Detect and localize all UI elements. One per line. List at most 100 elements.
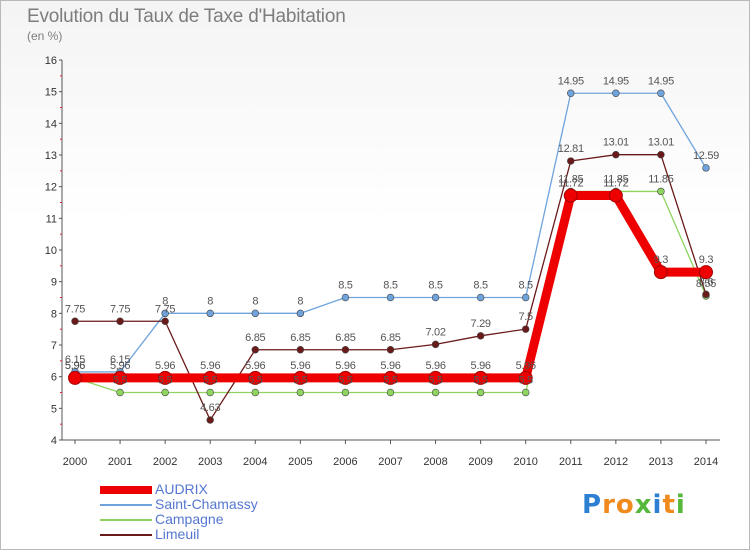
- data-point: [473, 370, 488, 385]
- data-label: 14.95: [558, 75, 584, 87]
- data-label: 5.96: [290, 360, 310, 372]
- data-point: [251, 388, 259, 397]
- data-label: 7.75: [155, 303, 175, 315]
- data-label: 5.5: [383, 375, 398, 387]
- data-label: 14.95: [603, 75, 629, 87]
- data-label: 4.63: [200, 402, 220, 414]
- data-point: [68, 370, 82, 385]
- data-point: [476, 388, 485, 397]
- legend-label: Saint-Chamassy: [155, 496, 258, 512]
- data-point: [386, 346, 395, 354]
- y-tick-label: 15: [45, 87, 57, 99]
- data-label: 8: [162, 295, 168, 307]
- legend-swatch: [100, 519, 152, 521]
- data-label: 6.85: [290, 332, 310, 344]
- data-point: [476, 332, 485, 340]
- y-tick-label: 16: [45, 55, 57, 67]
- data-point: [338, 370, 353, 385]
- data-point: [612, 89, 620, 97]
- data-point: [476, 293, 485, 302]
- data-point: [567, 157, 575, 165]
- x-tick-label: 2005: [288, 456, 312, 468]
- data-label: 5.96: [245, 360, 265, 372]
- data-label: 7.29: [471, 318, 491, 330]
- data-point: [161, 309, 169, 318]
- data-label: 5.96: [516, 360, 536, 372]
- data-label: 6.85: [245, 332, 265, 344]
- x-tick-label: 2008: [423, 456, 447, 468]
- y-tick-label: 7: [51, 340, 57, 352]
- data-point: [341, 346, 350, 354]
- data-label: 5.96: [471, 360, 491, 372]
- data-label: 8.5: [338, 280, 353, 292]
- data-point: [161, 317, 169, 325]
- data-label: 6.85: [335, 332, 355, 344]
- x-tick-label: 2012: [604, 456, 628, 468]
- data-label: 5.5: [203, 375, 218, 387]
- data-label: 5.96: [380, 360, 400, 372]
- data-label: 8: [297, 295, 303, 307]
- x-tick-label: 2006: [333, 456, 357, 468]
- data-label: 13.01: [648, 137, 674, 149]
- data-label: 5.96: [65, 360, 85, 372]
- data-point: [386, 293, 395, 302]
- x-tick-label: 2001: [108, 456, 132, 468]
- data-point: [341, 293, 350, 302]
- x-tick-label: 2009: [468, 456, 492, 468]
- data-point: [71, 317, 79, 325]
- data-point: [521, 293, 530, 302]
- data-point: [296, 309, 305, 318]
- data-label: 5.5: [473, 375, 488, 387]
- data-label: 14.95: [648, 75, 674, 87]
- data-point: [206, 388, 214, 397]
- proxiti-logo: Proxiti: [582, 490, 686, 520]
- data-point: [521, 388, 530, 397]
- data-point: [431, 293, 440, 302]
- data-label: 5.96: [110, 360, 130, 372]
- y-tick-label: 5: [51, 403, 57, 415]
- data-point: [161, 388, 169, 397]
- data-label: 6.85: [380, 332, 400, 344]
- data-point: [518, 370, 533, 385]
- data-point: [612, 150, 620, 159]
- data-label: 5.5: [248, 375, 263, 387]
- data-label: 5.96: [155, 360, 175, 372]
- data-label: 8: [207, 295, 213, 307]
- legend-label: AUDRIX: [155, 481, 208, 497]
- x-tick-label: 2004: [243, 456, 267, 468]
- data-label: 12.59: [693, 150, 719, 162]
- y-tick-label: 10: [45, 245, 57, 257]
- y-tick-label: 14: [45, 118, 57, 130]
- data-label: 8.6: [699, 276, 714, 288]
- data-point: [206, 416, 214, 424]
- data-point: [702, 164, 710, 172]
- data-point: [383, 370, 398, 385]
- data-point: [567, 89, 575, 97]
- data-label: 5.96: [65, 360, 85, 372]
- data-point: [251, 346, 259, 354]
- data-point: [563, 188, 578, 203]
- logo-letter: o: [615, 490, 635, 520]
- logo-letter: x: [634, 490, 653, 520]
- data-label: 5.5: [158, 375, 173, 387]
- y-tick-label: 6: [51, 372, 57, 384]
- data-point: [248, 370, 263, 385]
- data-label: 9.3: [699, 254, 714, 266]
- x-tick-label: 2013: [649, 456, 673, 468]
- data-label: 8.5: [383, 280, 398, 292]
- data-point: [293, 370, 308, 385]
- data-point: [386, 388, 395, 397]
- data-label: 5.96: [335, 360, 355, 372]
- data-point: [113, 370, 128, 385]
- legend-swatch: [100, 486, 152, 494]
- data-point: [431, 388, 440, 397]
- data-label: 11.72: [603, 178, 628, 190]
- data-label: 6.15: [65, 354, 85, 366]
- data-label: 6.15: [110, 354, 130, 366]
- logo-letter: r: [602, 490, 616, 520]
- data-label: 5.5: [428, 375, 443, 387]
- data-point: [116, 317, 124, 325]
- data-labels-layer: 6.15 6.15 8 8 8 8 8.5 8.5 8.5 8.5 8.5 14.95 14.95 14.…: [65, 75, 720, 414]
- axes: 4 5 6 7 8 9 10 11 12 13 14 15 16 2000 2001 2002 2003 2004…: [45, 55, 720, 468]
